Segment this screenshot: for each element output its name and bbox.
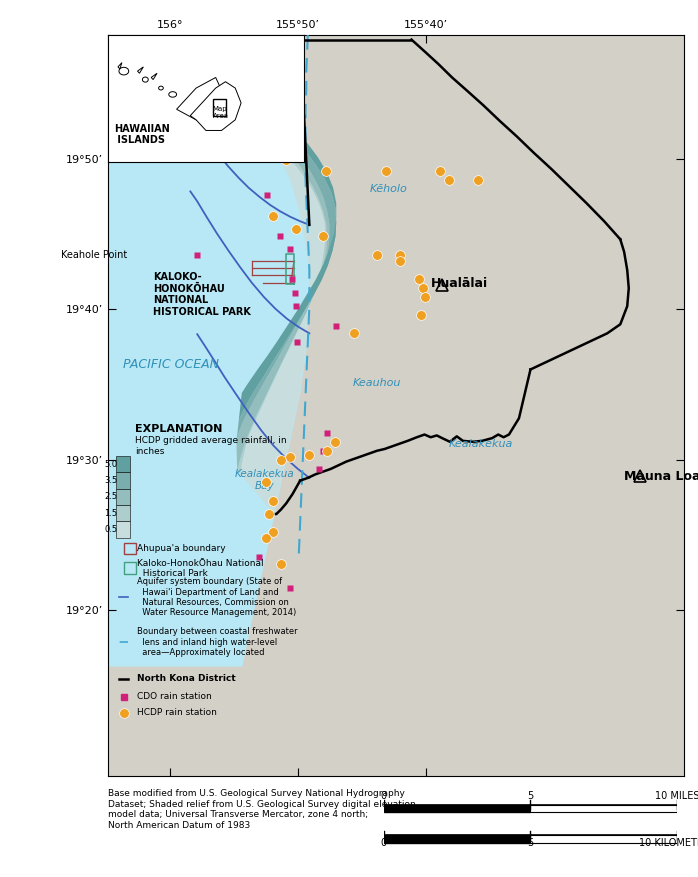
Text: 5: 5 (528, 790, 533, 801)
Polygon shape (193, 35, 329, 472)
Text: HAWAIIAN
 ISLANDS: HAWAIIAN ISLANDS (114, 124, 170, 146)
Text: KALOKO-
HONOKŌHAU
NATIONAL
HISTORICAL PARK: KALOKO- HONOKŌHAU NATIONAL HISTORICAL PA… (153, 272, 251, 317)
Text: CDO rain station: CDO rain station (138, 692, 212, 701)
Text: Boundary between coastal freshwater
  lens and inland high water-level
  area—Ap: Boundary between coastal freshwater lens… (138, 627, 298, 657)
Text: Aquifer system boundary (State of
  Hawai'i Department of Land and
  Natural Res: Aquifer system boundary (State of Hawai'… (138, 577, 297, 617)
Text: Ahupua'a boundary: Ahupua'a boundary (138, 544, 226, 553)
Text: Map
Area: Map Area (213, 106, 229, 119)
Polygon shape (203, 35, 336, 421)
Text: 10 KILOMETERS: 10 KILOMETERS (639, 838, 698, 848)
Polygon shape (138, 67, 143, 74)
Polygon shape (530, 835, 677, 843)
Text: 5.0: 5.0 (104, 460, 117, 469)
Polygon shape (116, 456, 130, 473)
Text: inches: inches (135, 447, 165, 456)
Polygon shape (169, 92, 177, 97)
Polygon shape (108, 35, 309, 666)
Text: EXPLANATION: EXPLANATION (135, 424, 223, 434)
Text: Kealakekua
Bay: Kealakekua Bay (235, 469, 295, 490)
Polygon shape (158, 86, 163, 90)
Text: Hualālai: Hualālai (431, 277, 488, 290)
Polygon shape (116, 521, 130, 538)
Text: North Kona District: North Kona District (138, 674, 236, 683)
Polygon shape (198, 35, 336, 442)
Text: Kaloko-HonokŌhau National
  Historical Park: Kaloko-HonokŌhau National Historical Par… (138, 559, 264, 578)
Polygon shape (384, 805, 530, 812)
Polygon shape (189, 35, 327, 474)
Text: 3.5: 3.5 (104, 476, 117, 485)
Text: PACIFIC OCEAN: PACIFIC OCEAN (123, 359, 219, 372)
Polygon shape (191, 82, 241, 131)
Polygon shape (118, 62, 122, 69)
Polygon shape (189, 35, 325, 514)
Polygon shape (142, 77, 148, 82)
Polygon shape (116, 505, 130, 521)
Text: 2.5: 2.5 (104, 492, 117, 502)
Text: Keahole Point: Keahole Point (61, 250, 128, 260)
Text: 0: 0 (381, 838, 387, 848)
Polygon shape (119, 68, 128, 75)
Polygon shape (530, 805, 677, 812)
Text: Base modified from U.S. Geological Survey National Hydrography
Dataset; Shaded r: Base modified from U.S. Geological Surve… (108, 789, 416, 830)
Polygon shape (384, 835, 530, 843)
Text: 0: 0 (381, 790, 387, 801)
Text: 5: 5 (528, 838, 533, 848)
Text: 1.5: 1.5 (104, 509, 117, 517)
Text: Keauhou: Keauhou (352, 378, 401, 388)
Text: 0.5: 0.5 (104, 525, 117, 534)
Text: HCDP gridded average rainfall, in: HCDP gridded average rainfall, in (135, 437, 287, 446)
Text: Kealakekua: Kealakekua (448, 438, 513, 448)
Bar (213, 99, 226, 116)
Polygon shape (116, 488, 130, 505)
Text: Kēholo: Kēholo (369, 183, 408, 194)
Polygon shape (116, 473, 130, 488)
Polygon shape (177, 77, 225, 120)
Polygon shape (151, 74, 157, 80)
Text: 10 MILES: 10 MILES (655, 790, 698, 801)
Text: Mauna Loa: Mauna Loa (624, 469, 698, 482)
Bar (124, 562, 136, 574)
Text: HCDP rain station: HCDP rain station (138, 709, 217, 717)
Text: Kēholo Bay: Kēholo Bay (217, 110, 276, 119)
Bar (124, 543, 136, 554)
